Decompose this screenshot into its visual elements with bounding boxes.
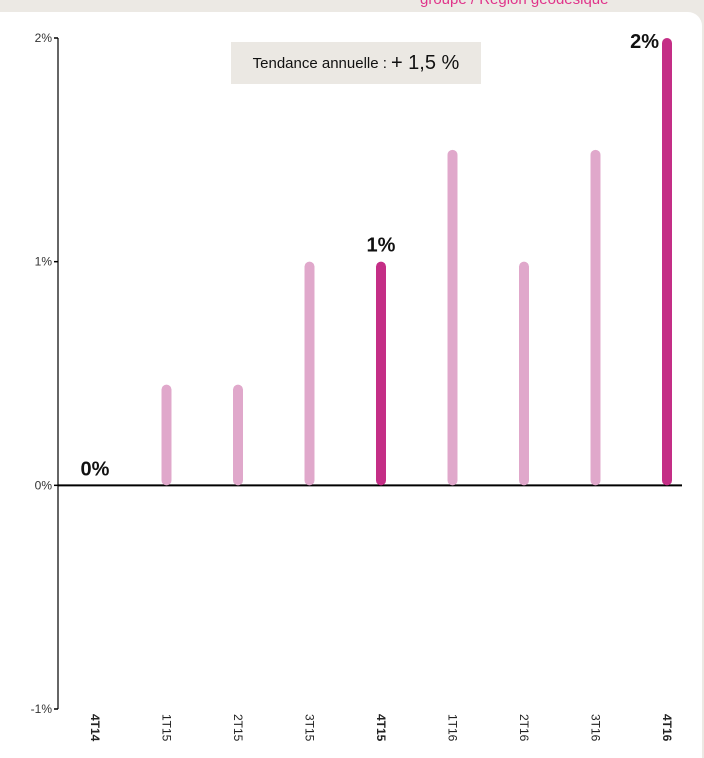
y-tick-label: -1% — [31, 702, 53, 716]
data-label-4T15: 1% — [367, 235, 396, 257]
bar-1T15 — [161, 384, 172, 486]
x-category-label: 4T16 — [660, 714, 674, 742]
trend-value: + 1,5 % — [390, 51, 460, 74]
header-strip: groupe / Région géodésique — [0, 0, 704, 12]
x-category-label: 4T14 — [88, 714, 102, 742]
y-tick-label: 0% — [35, 478, 53, 492]
header-text: groupe / Région géodésique — [420, 0, 608, 8]
bar-3T15 — [304, 261, 315, 486]
x-category-label: 1T15 — [160, 714, 174, 742]
bar-1T16 — [447, 149, 458, 486]
x-category-label: 1T16 — [446, 714, 460, 742]
x-category-label: 3T16 — [589, 714, 603, 742]
data-label-4T14: 0% — [81, 458, 110, 480]
x-category-label: 2T15 — [231, 714, 245, 742]
trend-label: Tendance annuelle : — [252, 54, 387, 72]
y-tick-label: 1% — [35, 255, 53, 269]
x-category-label: 4T15 — [374, 714, 388, 742]
bar-3T16 — [590, 149, 601, 486]
axis-layer: 2% 1% 0% -1% — [31, 31, 682, 716]
data-label-4T16: 2% — [630, 31, 659, 53]
y-tick-label: 2% — [35, 31, 53, 45]
bar-2T16 — [519, 261, 529, 486]
label-layer: 4T14 1T15 2T15 3T15 4T15 1T16 2T16 3T16 4T16 0% 1%… — [81, 31, 674, 742]
bar-4T15 — [376, 261, 386, 486]
bar-2T15 — [233, 384, 243, 486]
x-category-label: 2T16 — [517, 714, 531, 742]
chart-panel — [0, 12, 702, 758]
bar-layer — [161, 38, 672, 486]
x-category-label: 3T15 — [303, 714, 317, 742]
bar-4T16 — [662, 38, 672, 486]
trend-annotation: Tendance annuelle : + 1,5 % — [231, 42, 481, 84]
